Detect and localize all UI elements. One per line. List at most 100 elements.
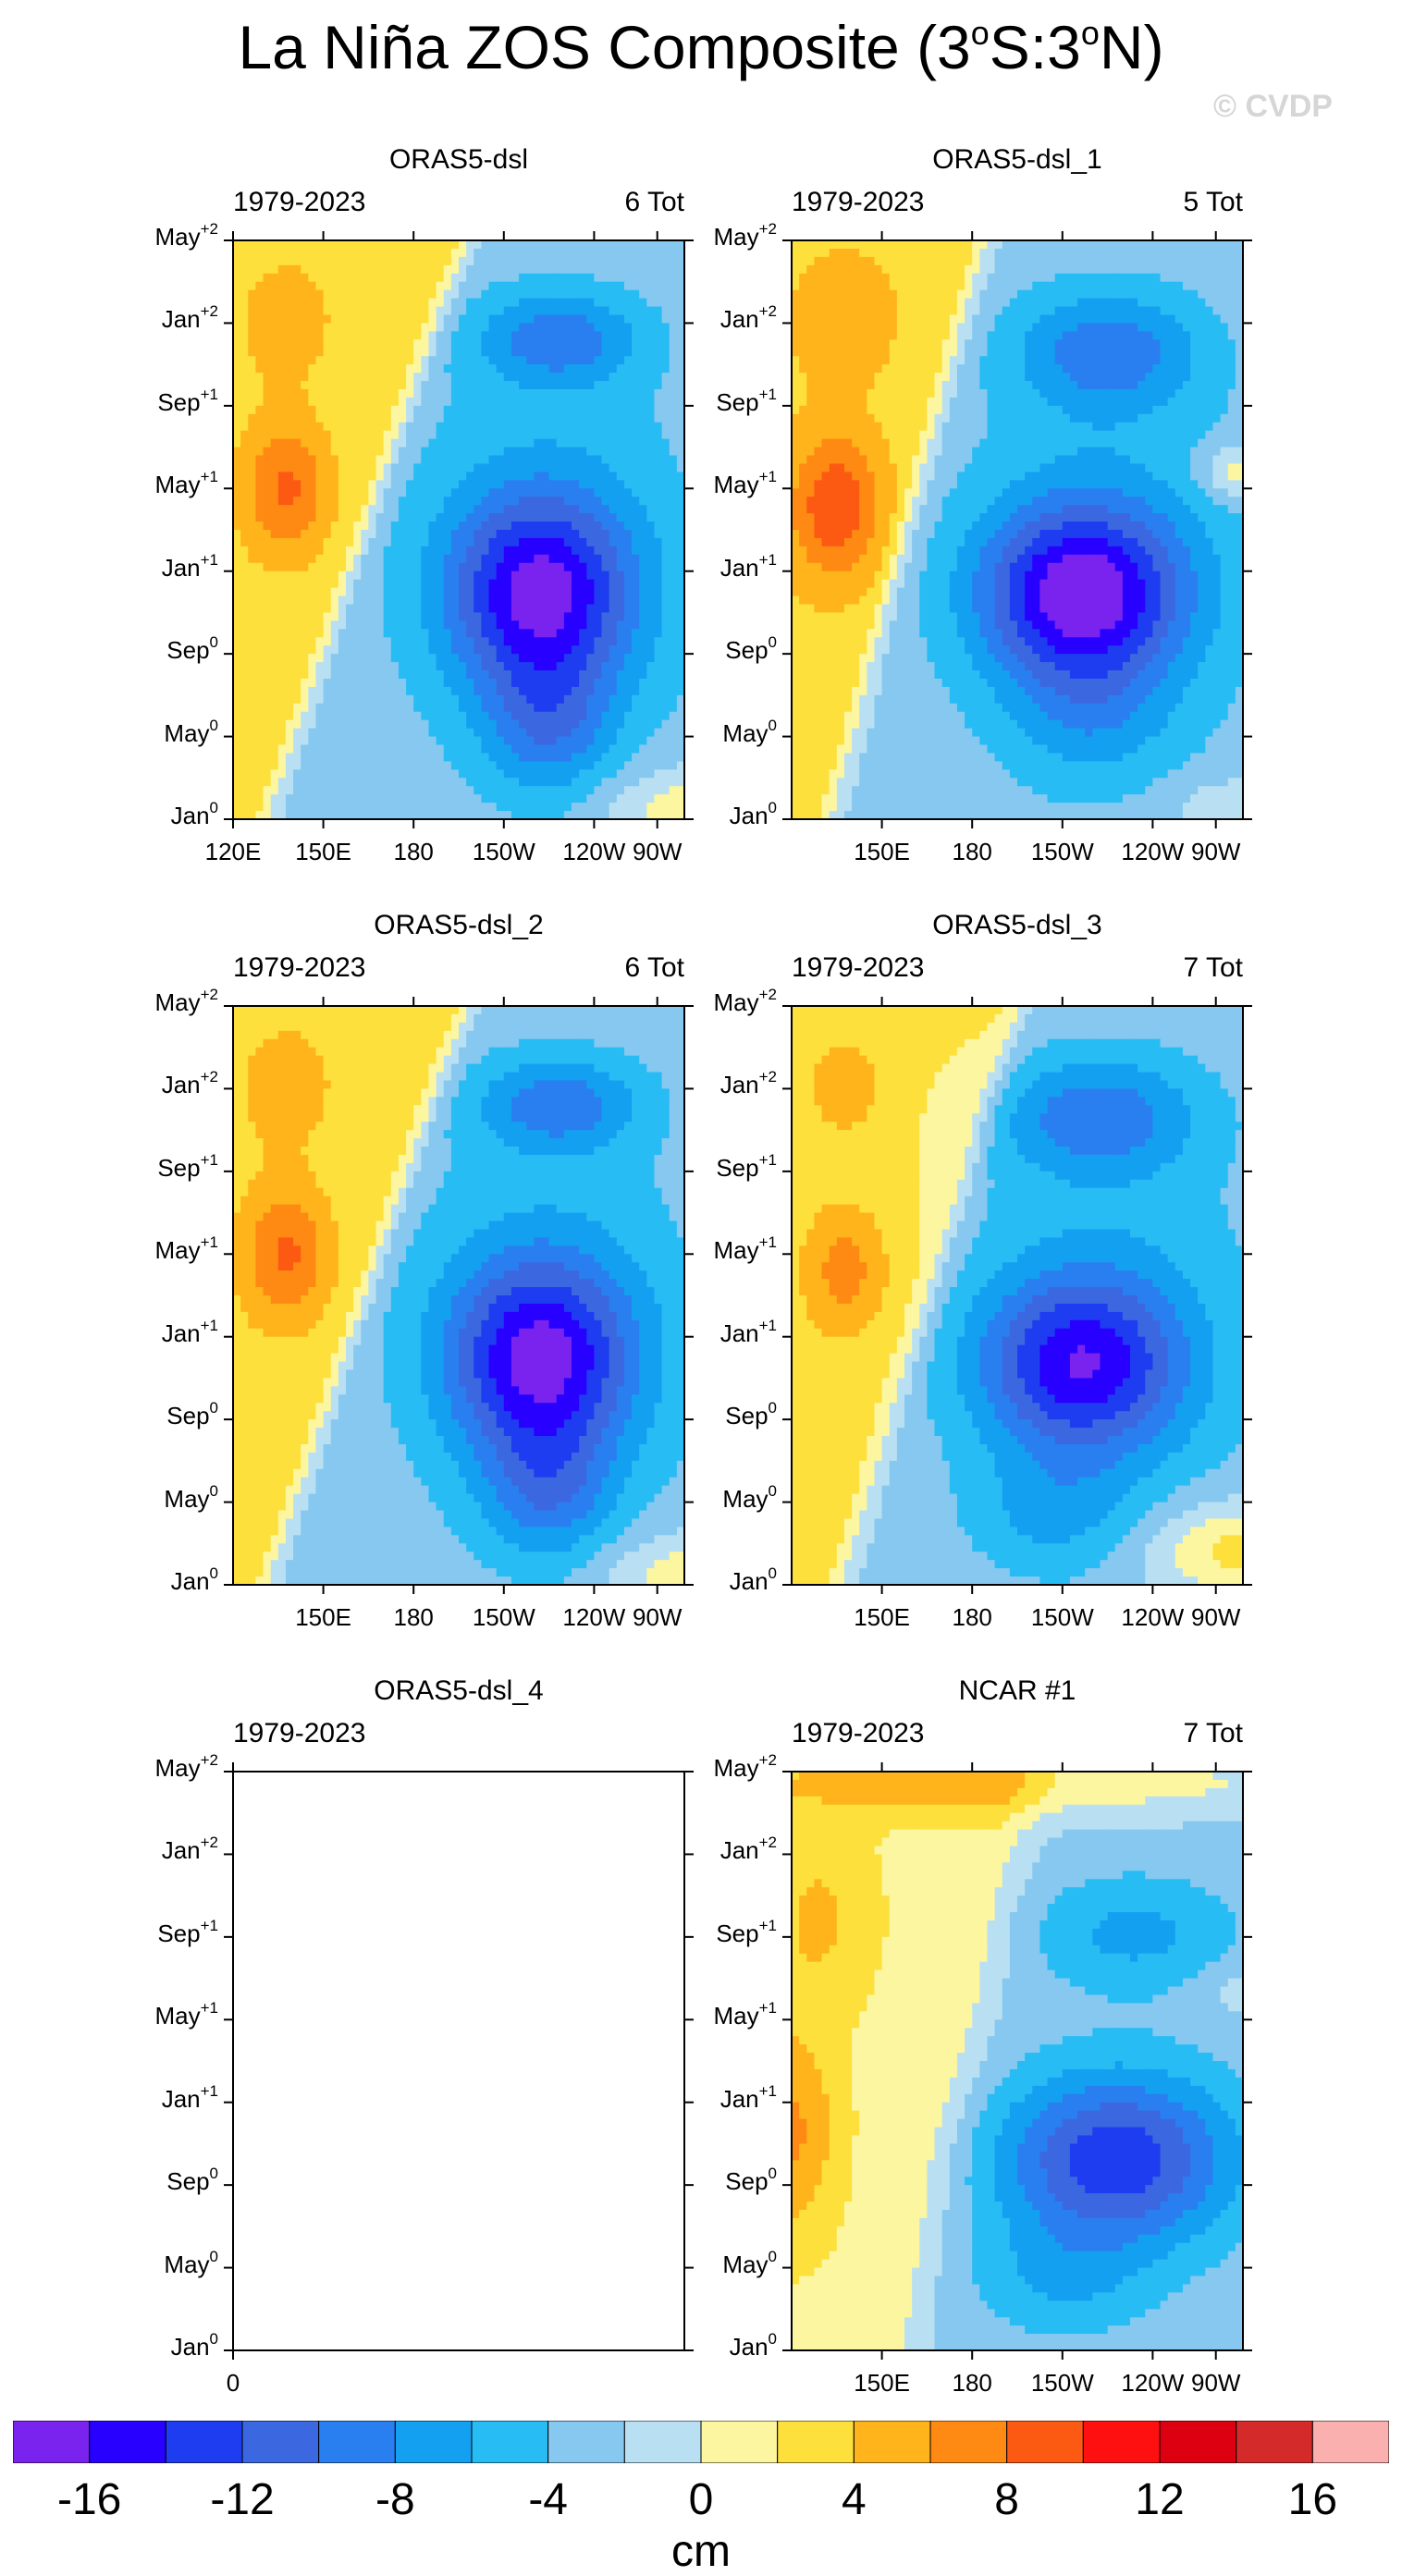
field-cell	[248, 521, 256, 531]
field-cell	[240, 488, 249, 497]
field-cell	[481, 480, 490, 489]
field-cell	[534, 537, 543, 547]
field-cell	[639, 637, 647, 646]
field-cell	[646, 670, 656, 680]
field-cell	[473, 314, 482, 325]
field-cell	[503, 413, 512, 423]
field-cell	[270, 364, 279, 374]
field-cell	[874, 323, 883, 332]
field-cell	[248, 530, 256, 539]
field-cell	[361, 670, 369, 680]
field-cell	[503, 397, 512, 407]
field-cell	[361, 604, 369, 614]
field-cell	[436, 273, 445, 283]
field-cell	[609, 778, 618, 787]
field-cell	[383, 298, 392, 308]
field-cell	[836, 256, 845, 266]
field-cell	[519, 373, 527, 382]
field-cell	[368, 405, 377, 415]
field-cell	[473, 488, 482, 497]
y-tick-label: Jan+2	[162, 303, 218, 331]
field-cell	[586, 513, 595, 522]
field-cell	[912, 306, 920, 316]
field-cell	[534, 678, 543, 688]
field-cell	[308, 381, 317, 390]
field-cell	[616, 388, 625, 399]
field-cell	[436, 405, 445, 415]
field-cell	[623, 803, 633, 812]
field-cell	[994, 314, 1003, 325]
field-cell	[413, 753, 422, 762]
field-cell	[526, 413, 535, 423]
field-cell	[315, 298, 325, 308]
field-cell	[481, 662, 490, 671]
field-cell	[541, 786, 550, 795]
field-cell	[330, 744, 339, 754]
field-cell	[639, 719, 647, 730]
field-cell	[949, 314, 958, 325]
field-cell	[859, 248, 867, 258]
field-cell	[315, 422, 325, 432]
field-cell	[639, 786, 647, 795]
field-cell	[368, 472, 377, 481]
field-cell	[263, 562, 272, 572]
field-cell	[1198, 281, 1206, 291]
field-cell	[233, 438, 241, 448]
field-cell	[255, 778, 264, 787]
field-cell	[383, 662, 392, 671]
field-cell	[481, 505, 490, 514]
field-cell	[308, 769, 317, 779]
field-cell	[270, 719, 279, 730]
field-cell	[669, 595, 678, 606]
field-cell	[806, 273, 815, 283]
field-cell	[301, 786, 309, 795]
field-cell	[398, 562, 407, 572]
field-cell	[338, 438, 347, 448]
field-cell	[609, 331, 618, 340]
field-cell	[285, 645, 294, 655]
field-cell	[301, 662, 309, 671]
field-cell	[646, 248, 656, 258]
field-cell	[904, 281, 913, 291]
field-cell	[632, 670, 640, 680]
field-cell	[972, 248, 980, 258]
field-cell	[519, 513, 527, 522]
field-cell	[459, 570, 467, 581]
field-cell	[488, 579, 498, 589]
field-cell	[586, 629, 595, 638]
field-cell	[450, 331, 460, 340]
field-cell	[579, 769, 587, 779]
field-cell	[383, 356, 392, 365]
field-cell	[572, 728, 580, 738]
field-cell	[330, 388, 339, 399]
field-cell	[383, 248, 392, 258]
field-cell	[248, 761, 256, 770]
field-cell	[601, 604, 610, 614]
field-cell	[436, 356, 445, 365]
panel-count: 5 Tot	[1184, 189, 1244, 216]
field-cell	[413, 678, 422, 688]
field-cell	[623, 463, 633, 472]
field-cell	[466, 753, 474, 762]
field-cell	[1138, 289, 1146, 300]
field-cell	[843, 314, 853, 325]
field-cell	[639, 736, 647, 746]
field-cell	[293, 629, 301, 638]
field-cell	[466, 405, 474, 415]
field-cell	[1107, 273, 1116, 283]
field-cell	[1174, 256, 1184, 266]
field-cell	[654, 314, 663, 325]
field-cell	[368, 381, 377, 390]
field-cell	[346, 364, 354, 374]
field-cell	[646, 537, 656, 547]
field-cell	[616, 397, 625, 407]
field-cell	[1039, 289, 1049, 300]
field-cell	[534, 654, 543, 663]
field-cell	[881, 256, 891, 266]
field-cell	[503, 753, 512, 762]
field-cell	[496, 803, 505, 812]
field-cell	[466, 637, 474, 646]
field-cell	[972, 289, 980, 300]
field-cell	[526, 463, 535, 472]
field-cell	[534, 562, 543, 572]
